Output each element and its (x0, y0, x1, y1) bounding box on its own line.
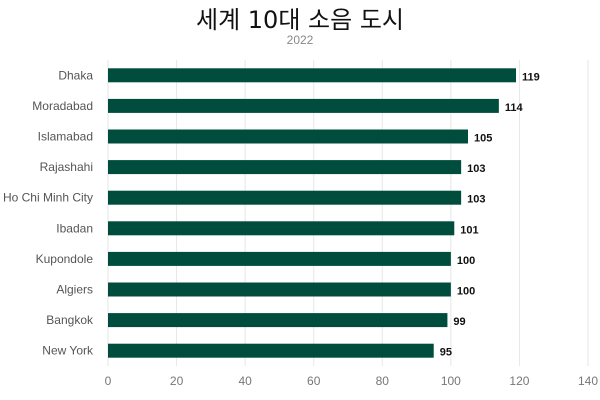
data-label: 105 (474, 133, 492, 145)
data-label: 101 (460, 224, 478, 236)
x-tick-label: 40 (238, 374, 252, 388)
x-tick-label: 140 (578, 374, 598, 388)
chart-subtitle: 2022 (286, 33, 314, 47)
x-tick-label: 100 (441, 374, 461, 388)
category-label: Islamabad (38, 130, 93, 144)
bar (108, 98, 499, 113)
category-label: Rajashahi (40, 160, 93, 174)
x-tick-label: 60 (307, 374, 321, 388)
category-label: Kupondole (36, 252, 94, 266)
labels: 0 20 40 60 80 100 120 140 Dhaka 119 Moradabad 114 Is… (3, 68, 598, 388)
x-tick-label: 20 (170, 374, 184, 388)
bar (108, 313, 448, 328)
data-label: 100 (457, 255, 475, 267)
category-label: Algiers (56, 283, 93, 297)
bars (108, 68, 516, 358)
bar (108, 68, 516, 83)
data-label: 100 (457, 286, 475, 298)
category-label: New York (42, 344, 94, 358)
data-label: 103 (467, 194, 485, 206)
data-label: 114 (505, 102, 524, 114)
bar (108, 251, 451, 266)
x-tick-label: 80 (376, 374, 390, 388)
category-label: Bangkok (46, 313, 94, 327)
category-label: Ibadan (56, 221, 93, 235)
category-label: Dhaka (58, 68, 93, 82)
bar (108, 221, 455, 236)
bar (108, 343, 434, 358)
bar (108, 282, 451, 297)
chart-title: 세계 10대 소음 도시 (196, 6, 404, 34)
category-label: Ho Chi Minh City (3, 191, 93, 205)
data-label: 119 (522, 71, 540, 83)
data-label: 99 (453, 316, 465, 328)
x-tick-label: 120 (509, 374, 529, 388)
data-label: 95 (440, 347, 452, 359)
x-tick-label: 0 (105, 374, 112, 388)
category-label: Moradabad (32, 99, 93, 113)
bar (108, 160, 462, 175)
bar (108, 129, 468, 144)
bar (108, 190, 462, 205)
data-label: 103 (467, 163, 485, 175)
